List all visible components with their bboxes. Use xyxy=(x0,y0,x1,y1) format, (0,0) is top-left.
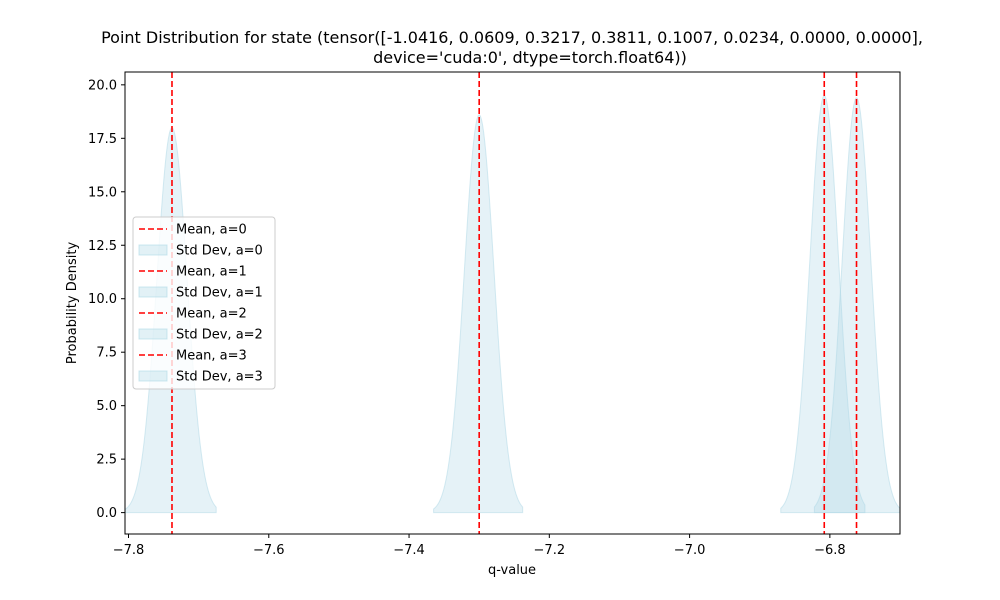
x-tick-label: −7.0 xyxy=(674,543,706,558)
legend-mean-label-a2: Mean, a=2 xyxy=(176,307,247,322)
legend-std-swatch-a1 xyxy=(138,286,168,298)
std-dev-area-a1 xyxy=(433,114,524,514)
legend-std-label-a1: Std Dev, a=1 xyxy=(176,286,263,301)
x-tick-label: −7.4 xyxy=(393,543,425,558)
y-tick-label: 7.5 xyxy=(96,346,117,361)
y-tick-label: 2.5 xyxy=(96,453,117,468)
y-tick-label: 17.5 xyxy=(88,132,117,147)
legend-mean-label-a3: Mean, a=3 xyxy=(176,349,247,364)
x-tick-label: −7.8 xyxy=(113,543,145,558)
y-tick-label: 10.0 xyxy=(88,292,117,307)
chart-title-line-2: device='cuda:0', dtype=torch.float64)) xyxy=(373,48,687,67)
legend-std-swatch-a2 xyxy=(138,328,168,340)
y-axis-label: Probability Density xyxy=(65,242,80,365)
x-axis-ticks: −7.8 −7.6 −7.4 −7.2 −7.0 −6.8 xyxy=(113,534,846,558)
axes-frame xyxy=(124,71,901,535)
legend-std-label-a2: Std Dev, a=2 xyxy=(176,328,263,343)
legend-std-label-a0: Std Dev, a=0 xyxy=(176,244,263,259)
y-tick-label: 0.0 xyxy=(96,506,117,521)
legend-std-swatch-a3 xyxy=(138,370,168,382)
legend-std-label-a3: Std Dev, a=3 xyxy=(176,370,263,385)
x-axis-label: q-value xyxy=(488,563,536,578)
legend: Mean, a=0 Std Dev, a=0 Mean, a=1 Std Dev, a… xyxy=(132,216,276,390)
legend-box xyxy=(132,216,276,390)
std-dev-area-a3 xyxy=(813,97,901,514)
y-tick-label: 5.0 xyxy=(96,399,117,414)
legend-mean-label-a1: Mean, a=1 xyxy=(176,265,247,280)
y-axis-ticks: 0.0 2.5 5.0 7.5 10.0 12.5 15.0 17.5 20.0 xyxy=(88,78,125,521)
x-tick-label: −7.2 xyxy=(534,543,566,558)
legend-std-swatch-a0 xyxy=(138,244,168,256)
y-tick-label: 20.0 xyxy=(88,78,117,93)
y-tick-label: 12.5 xyxy=(88,239,117,254)
x-tick-label: −7.6 xyxy=(253,543,285,558)
x-tick-label: −6.8 xyxy=(814,543,846,558)
legend-mean-label-a0: Mean, a=0 xyxy=(176,223,247,238)
legend-items: Mean, a=0 Std Dev, a=0 Mean, a=1 Std Dev, a… xyxy=(138,223,263,385)
y-tick-label: 15.0 xyxy=(88,185,117,200)
chart-title-line-1: Point Distribution for state (tensor([-1… xyxy=(101,28,923,47)
